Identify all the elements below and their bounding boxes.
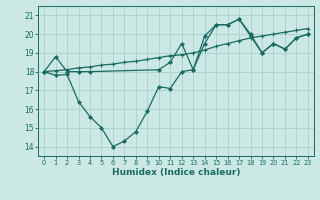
X-axis label: Humidex (Indice chaleur): Humidex (Indice chaleur) (112, 168, 240, 177)
